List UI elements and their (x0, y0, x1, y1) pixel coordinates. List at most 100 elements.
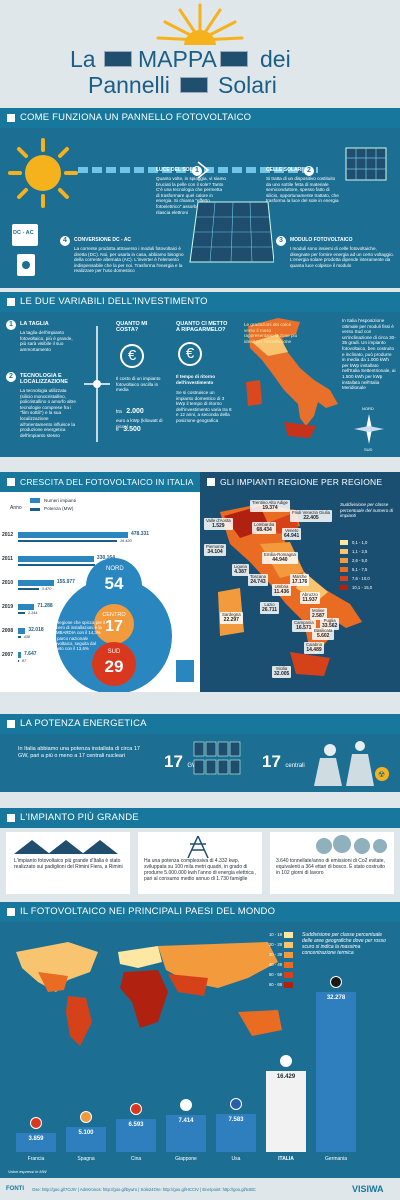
country-bar (166, 1115, 206, 1152)
solar-cell-icon (345, 147, 387, 181)
footer-label: FONTI (6, 1186, 24, 1192)
step4-number: 4 (60, 236, 70, 246)
title-panel-icon (220, 51, 248, 67)
section-biggest: L'impianto fotovoltaico più grande d'Ita… (0, 828, 400, 898)
section-regions-heading: GLI IMPIANTI REGIONE PER REGIONE (200, 472, 400, 492)
item2-title: TECNOLOGIA E LOCALIZZAZIONE (20, 373, 68, 385)
region-name: Puglia (323, 618, 336, 623)
growth-note: La Regione che spicca per il numero di i… (50, 620, 106, 652)
growth-year-label: 2011 (2, 556, 13, 562)
step2-number: 2 (304, 166, 314, 176)
growth-impianti-value: 155.977 (56, 579, 75, 585)
region-name: Calabria (306, 642, 323, 647)
legend-swatch (340, 585, 348, 590)
gw-unit: GW (187, 763, 198, 769)
zone-sud-label: SUD (107, 649, 121, 655)
biggest-card-1: L'impianto fotovoltaico più grande d'Ita… (6, 832, 130, 894)
section-investment: 1 LA TAGLIA La taglia dell'impianto foto… (0, 312, 400, 457)
item2-number: 2 (6, 372, 16, 382)
region-label: Lombardia 68.434 (252, 522, 277, 534)
growth-impianti-bar (18, 556, 94, 562)
item1-title: LA TAGLIA (20, 321, 49, 327)
region-name: Marche (292, 574, 307, 579)
region-name: Lazio (264, 602, 275, 607)
region-name: Sicilia (276, 666, 288, 671)
title-panel-icon (104, 51, 132, 67)
country-flag-icon (330, 976, 342, 988)
payback-title: Il tempo di ritorno dell'investimento (176, 374, 216, 385)
step2-text: Si tratta di un dispositivo costituito d… (266, 176, 339, 204)
country-bar (16, 1132, 56, 1152)
region-value: 26.711 (262, 606, 278, 613)
region-value: 22.405 (303, 514, 319, 521)
legend-label: 7,6 - 10,0 (352, 576, 370, 581)
cost-e: e (116, 427, 119, 433)
country-name: Giappone (175, 1156, 197, 1162)
title-word-dei: dei (260, 46, 291, 72)
cost-low-value: 2.000 (126, 408, 144, 415)
gw-value: 17 (164, 752, 183, 771)
growth-impianti-value: 478.331 (131, 531, 150, 537)
growth-potenza-value: 87 (22, 659, 27, 663)
euro-coin-icon: € (178, 342, 202, 366)
world-legend-label: 20 - 29 (268, 942, 282, 947)
region-value: 11.436 (274, 588, 290, 595)
step4-title: CONVERSIONE DC - AC (74, 237, 132, 243)
section-power: In Italia abbiamo una potenza installata… (0, 734, 400, 792)
footer-sources[interactable]: Gse: http://goo.gl/7OJIV | AdnKronos: ht… (32, 1187, 256, 1192)
region-name: Basilicata (314, 628, 333, 633)
world-legend-label: 50 - 59 (268, 972, 282, 977)
legend-label: 10,1 - 15,0 (352, 585, 373, 590)
cost-question: QUANTO MI COSTA? (116, 321, 148, 333)
country-bar (116, 1119, 156, 1152)
country-name: Cina (130, 1156, 142, 1162)
world-legend-swatch (284, 972, 293, 978)
region-label: Valle d'Aosta 1.529 (204, 518, 233, 530)
country-name: Spagna (77, 1156, 95, 1162)
region-label: Piemonte 34.104 (204, 544, 227, 556)
region-label: Molise 2.587 (310, 608, 327, 620)
country-name: Usa (231, 1156, 241, 1162)
legend-label: 5,1 - 7,5 (352, 567, 368, 572)
growth-chart: 2012478.33116.4202011330.16412.773201015… (0, 528, 200, 678)
region-value: 64.941 (284, 532, 300, 539)
country-value: 3.859 (28, 1135, 44, 1142)
world-legend-swatch (284, 942, 293, 948)
world-legend-swatch (284, 952, 293, 958)
compass-south: SUD (364, 447, 373, 452)
zone-nord-value: 54 (104, 574, 124, 593)
growth-year-label: 2010 (2, 580, 14, 586)
region-value: 44.940 (272, 556, 288, 563)
solar-panel-icon (189, 201, 274, 263)
zone-sud-value: 29 (104, 657, 124, 676)
biggest-card-2: Ha una potenza complessiva di 4.332 kwp,… (138, 832, 262, 894)
region-value: 5.602 (316, 632, 330, 639)
country-flag-icon (180, 1099, 192, 1112)
dcac-label: DC - AC (13, 230, 34, 236)
pavilion-icon (14, 840, 118, 854)
growth-year-label: 2008 (2, 628, 14, 634)
item1-number: 1 (6, 320, 16, 330)
growth-potenza-bar (18, 588, 39, 590)
region-value: 33.562 (322, 622, 338, 629)
legend-label: 2,6 - 5,0 (352, 558, 368, 563)
region-name: Molise (312, 608, 325, 613)
section-world-heading: IL FOTOVOLTAICO NEI PRINCIPALI PAESI DEL… (0, 902, 400, 922)
biggest-text-1: L'impianto fotovoltaico più grande d'Ita… (14, 858, 123, 870)
region-value: 1.529 (212, 522, 225, 529)
growth-potenza-value: 16.420 (120, 539, 132, 543)
regions-legend: 0,1 - 1,0 1,1 - 2,5 2,6 - 5,0 5,1 - 7,5 7,6 … (340, 540, 396, 600)
growth-impianti-value: 7.647 (24, 651, 37, 657)
country-flag-icon (130, 1103, 142, 1116)
growth-potenza-bar (18, 564, 95, 566)
region-name: Liguria (234, 564, 247, 569)
section-investment-heading: LE DUE VARIABILI DELL'INVESTIMENTO (0, 292, 400, 312)
world-legend-swatch (284, 982, 293, 988)
step1-number: 1 (192, 166, 202, 176)
world-legend-label: 40 - 49 (268, 962, 282, 967)
country-bar (216, 1114, 256, 1152)
region-value: 19.374 (262, 504, 278, 511)
region-name: Valle d'Aosta (206, 518, 231, 523)
step1-text: Quanto volte, in spiaggia, vi siamo bruc… (156, 176, 226, 215)
region-label: Marche 17.176 (290, 574, 310, 586)
